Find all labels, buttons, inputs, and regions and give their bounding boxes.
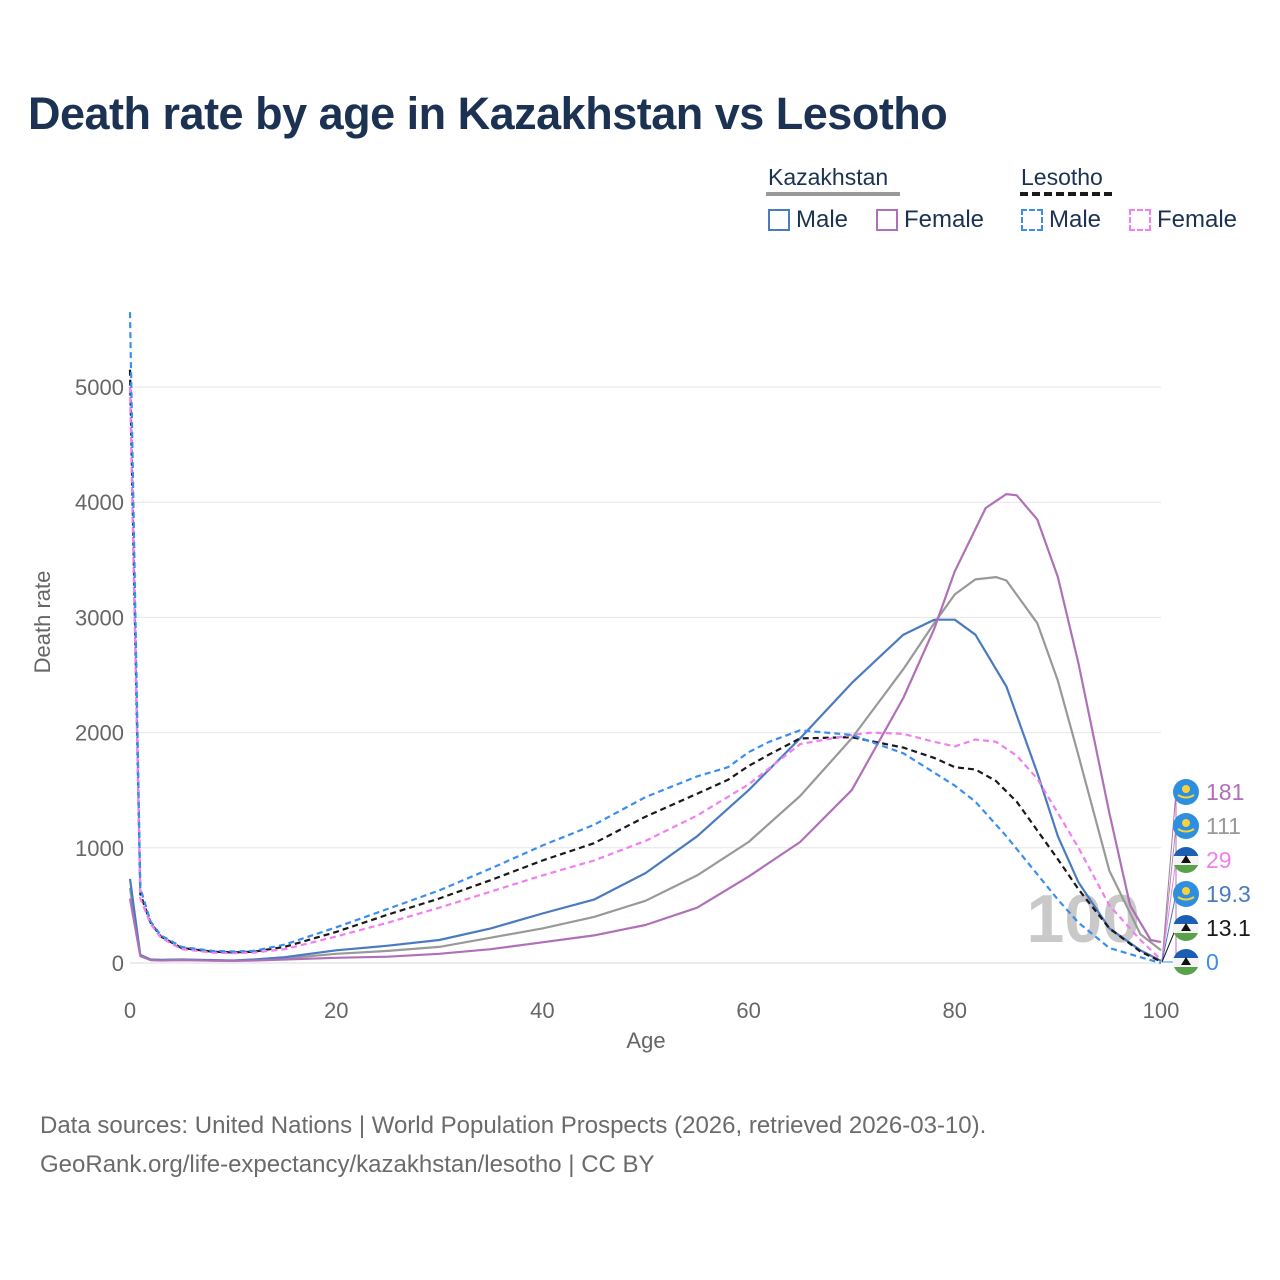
legend-label-kazakhstan-male: Male bbox=[796, 206, 849, 233]
end-label-value: 13.1 bbox=[1206, 915, 1251, 941]
legend-group-lesotho-underline bbox=[1020, 192, 1112, 196]
legend-swatch-kazakhstan-female bbox=[876, 209, 898, 231]
y-tick-label: 3000 bbox=[75, 605, 124, 630]
end-label-leader bbox=[1161, 893, 1177, 963]
y-tick-label: 5000 bbox=[75, 375, 124, 400]
legend-item-kazakhstan-female[interactable]: Female bbox=[876, 206, 984, 234]
source-note: Data sources: United Nations | World Pop… bbox=[40, 1106, 986, 1184]
y-tick-label: 1000 bbox=[75, 836, 124, 861]
end-label-value: 19.3 bbox=[1206, 881, 1251, 907]
legend-swatch-kazakhstan-male bbox=[768, 209, 790, 231]
flag-kazakhstan-icon bbox=[1173, 779, 1199, 805]
end-label-value: 0 bbox=[1206, 949, 1219, 975]
y-tick-label: 4000 bbox=[75, 490, 124, 515]
y-axis-label: Death rate bbox=[30, 571, 55, 674]
x-tick-label: 80 bbox=[943, 998, 967, 1023]
legend-group-kazakhstan-underline bbox=[766, 192, 900, 196]
source-line-2[interactable]: GeoRank.org/life-expectancy/kazakhstan/l… bbox=[40, 1151, 655, 1178]
end-label-leader bbox=[1161, 859, 1177, 963]
legend-label-lesotho-female: Female bbox=[1157, 206, 1238, 233]
chart-title: Death rate by age in Kazakhstan vs Lesot… bbox=[28, 88, 948, 139]
series-lines bbox=[128, 312, 1162, 965]
end-label-leader bbox=[1161, 825, 1177, 963]
end-label-value: 111 bbox=[1206, 813, 1241, 839]
legend-item-lesotho-female[interactable]: Female bbox=[1129, 206, 1237, 234]
legend-group-kazakhstan-title: Kazakhstan bbox=[768, 164, 889, 190]
flag-kazakhstan-icon bbox=[1173, 881, 1199, 907]
end-label-leader bbox=[1161, 791, 1177, 963]
x-tick-label: 0 bbox=[124, 998, 136, 1023]
x-tick-label: 60 bbox=[736, 998, 760, 1023]
y-axis-ticks: 0 1000 2000 3000 4000 5000 bbox=[75, 375, 124, 976]
legend-label-lesotho-male: Male bbox=[1049, 206, 1102, 233]
legend-item-kazakhstan-male[interactable]: Male bbox=[768, 206, 848, 234]
x-tick-label: 100 bbox=[1143, 998, 1180, 1023]
end-label-value: 29 bbox=[1206, 847, 1232, 873]
x-axis-label: Age bbox=[626, 1028, 665, 1053]
y-tick-label: 0 bbox=[112, 951, 124, 976]
series-line-kazakhstan-female[interactable] bbox=[128, 493, 1162, 962]
legend-group-lesotho-title: Lesotho bbox=[1021, 164, 1103, 190]
flag-lesotho-icon bbox=[1173, 915, 1199, 941]
legend-swatch-lesotho-male bbox=[1021, 209, 1043, 231]
legend-item-lesotho-male[interactable]: Male bbox=[1021, 206, 1101, 234]
x-tick-label: 20 bbox=[324, 998, 348, 1023]
series-line-lesotho-male[interactable] bbox=[128, 312, 1162, 965]
end-label-value: 181 bbox=[1206, 779, 1244, 805]
x-axis-ticks: 0 20 40 60 80 100 bbox=[124, 998, 1179, 1023]
legend-label-kazakhstan-female: Female bbox=[904, 206, 985, 233]
end-labels: 181 111 29 19.3 13.1 0 bbox=[1161, 779, 1251, 975]
flag-lesotho-icon bbox=[1173, 949, 1199, 975]
legend: Kazakhstan Male Female Lesotho Male Fema… bbox=[0, 160, 1280, 250]
grid bbox=[130, 386, 1161, 964]
end-label-leader bbox=[1161, 927, 1177, 963]
source-line-1: Data sources: United Nations | World Pop… bbox=[40, 1112, 987, 1139]
x-tick-label: 40 bbox=[530, 998, 554, 1023]
series-line-kazakhstan-total[interactable] bbox=[128, 576, 1162, 962]
flag-lesotho-icon bbox=[1173, 847, 1199, 873]
y-tick-label: 2000 bbox=[75, 721, 124, 746]
legend-swatch-lesotho-female bbox=[1129, 209, 1151, 231]
flag-kazakhstan-icon bbox=[1173, 813, 1199, 839]
